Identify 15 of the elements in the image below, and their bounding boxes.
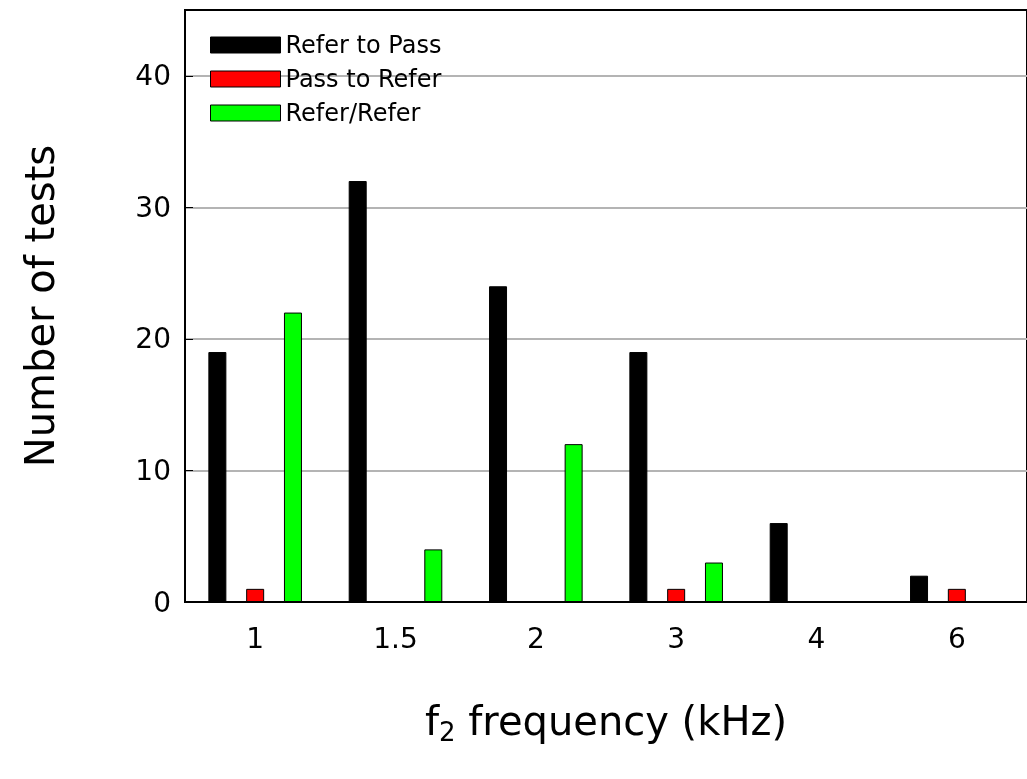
x-tick-label: 3 [667,621,686,655]
y-tick-label: 0 [153,585,171,619]
y-tick-label: 30 [135,190,171,224]
y-axis-title: Number of tests [17,144,63,468]
x-tick-label: 2 [526,621,545,655]
y-tick-label: 20 [135,322,171,356]
y-tick-label: 40 [135,59,171,93]
y-tick-label: 10 [135,453,171,487]
legend-label: Refer/Refer [285,99,421,127]
x-tick-label: 4 [807,621,826,655]
x-tick-label: 1 [246,621,265,655]
x-tick-label: 1.5 [373,621,418,655]
legend-label: Pass to Refer [285,65,442,93]
x-tick-label: 6 [947,621,966,655]
legend-label: Refer to Pass [285,31,442,59]
